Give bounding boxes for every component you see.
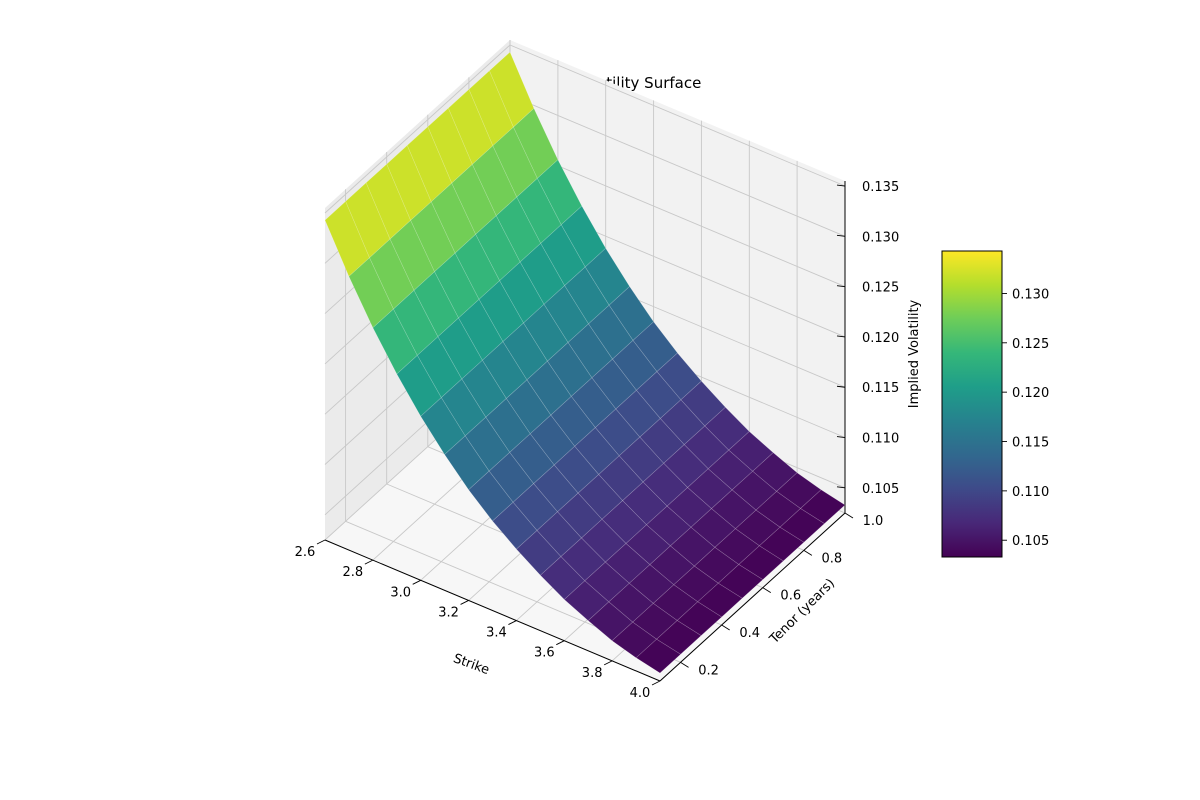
x-tick-label-7: 4.0 (630, 686, 651, 701)
x-tick-label-4: 3.4 (486, 626, 507, 641)
x-axis-label: Strike (451, 651, 491, 678)
x-tick-mark-3 (460, 600, 469, 605)
z-tick-label-6: 0.135 (862, 180, 899, 195)
y-tick-label-2: 0.6 (780, 589, 801, 604)
z-tick-label-2: 0.115 (862, 381, 899, 396)
y-axis-label: Tenor (years) (766, 576, 838, 648)
colorbar-tick-label-1: 0.110 (1012, 485, 1049, 500)
y-tick-mark-2 (762, 587, 772, 594)
z-tick-label-4: 0.125 (862, 281, 899, 296)
z-axis-label: Implied Volatility (907, 299, 922, 408)
colorbar-tick-label-5: 0.130 (1012, 287, 1049, 302)
z-tick-label-3: 0.120 (862, 331, 899, 346)
x-tick-label-3: 3.2 (438, 605, 459, 620)
axis-ticks: 2.6 2.8 3.0 3.2 3.4 3.6 3.8 4.0 0.2 0.4 0.6 0.8 1.0 0… (295, 180, 900, 701)
z-tick-label-5: 0.130 (862, 230, 899, 245)
x-tick-label-5: 3.6 (534, 646, 555, 661)
colorbar-tick-label-2: 0.115 (1012, 436, 1049, 451)
colorbar-gradient (941, 250, 1003, 558)
x-tick-mark-4 (508, 620, 517, 625)
y-tick-mark-1 (721, 624, 730, 631)
y-tick-label-4: 1.0 (863, 514, 884, 529)
y-tick-mark-3 (803, 549, 813, 556)
z-tick-mark-6 (836, 184, 846, 187)
x-tick-label-6: 3.8 (582, 666, 603, 681)
z-tick-mark-1 (836, 436, 846, 438)
x-axis-line (324, 539, 661, 682)
y-tick-mark-4 (844, 512, 854, 519)
x-tick-mark-5 (556, 640, 565, 646)
x-tick-label-1: 2.8 (343, 565, 364, 580)
z-tick-mark-5 (836, 234, 846, 237)
surface (324, 51, 846, 674)
x-tick-mark-1 (364, 559, 374, 565)
colorbar-tick-label-0: 0.105 (1012, 534, 1049, 549)
colorbar: 0.105 0.110 0.115 0.120 0.125 0.130 (941, 250, 1049, 558)
surface-patch (635, 638, 682, 674)
y-tick-mark-0 (680, 661, 689, 668)
colorbar-tick-label-3: 0.120 (1012, 386, 1049, 401)
grid-line-y-0 (345, 189, 681, 663)
z-tick-mark-4 (836, 285, 846, 288)
x-tick-mark-7 (651, 680, 661, 686)
x-tick-mark-6 (603, 660, 613, 666)
y-axis-line (659, 512, 846, 682)
x-tick-label-2: 3.0 (390, 585, 411, 600)
x-tick-mark-0 (316, 539, 326, 545)
z-tick-mark-2 (836, 385, 846, 388)
colorbar-ticks: 0.105 0.110 0.115 0.120 0.125 0.130 (1002, 287, 1049, 549)
x-tick-label-0: 2.6 (295, 545, 316, 560)
z-tick-label-1: 0.110 (862, 432, 899, 447)
y-tick-label-1: 0.4 (739, 626, 760, 641)
y-tick-label-3: 0.8 (822, 551, 843, 566)
x-tick-mark-2 (412, 579, 421, 585)
grid-line-z-6 (324, 44, 846, 214)
z-tick-mark-3 (836, 335, 846, 338)
z-tick-mark-0 (836, 486, 846, 489)
z-tick-label-0: 0.105 (862, 482, 899, 497)
colorbar-tick-label-4: 0.125 (1012, 337, 1049, 352)
y-tick-label-0: 0.2 (698, 663, 719, 678)
